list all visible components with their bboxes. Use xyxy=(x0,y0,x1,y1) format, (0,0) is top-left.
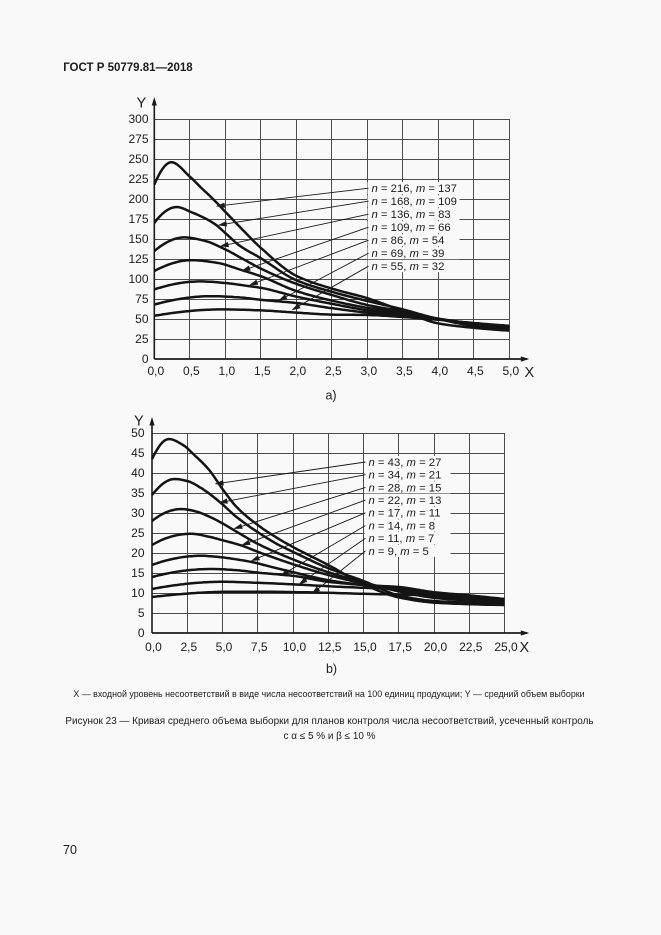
svg-text:22,5: 22,5 xyxy=(459,640,483,654)
svg-text:100: 100 xyxy=(128,272,148,286)
svg-text:200: 200 xyxy=(128,192,148,206)
svg-text:с α ≤ 5 % и β ≤ 10 %: с α ≤ 5 % и β ≤ 10 % xyxy=(284,731,376,742)
svg-text:4,5: 4,5 xyxy=(467,364,484,378)
svg-text:Y: Y xyxy=(137,96,147,112)
svg-text:1,5: 1,5 xyxy=(254,364,271,378)
svg-text:225: 225 xyxy=(128,172,148,186)
svg-text:35: 35 xyxy=(131,486,145,500)
svg-text:X: X xyxy=(525,365,535,381)
svg-text:Y: Y xyxy=(134,414,144,430)
svg-text:150: 150 xyxy=(128,232,148,246)
svg-text:0: 0 xyxy=(142,352,149,366)
svg-text:b): b) xyxy=(326,662,337,676)
svg-text:a): a) xyxy=(325,389,336,403)
svg-text:275: 275 xyxy=(128,132,148,146)
svg-text:n = 11, m = 7: n = 11, m = 7 xyxy=(369,533,435,545)
svg-text:125: 125 xyxy=(128,252,148,266)
svg-text:X — входной уровень несоответс: X — входной уровень несоответствий в вид… xyxy=(73,689,584,699)
svg-text:20: 20 xyxy=(131,546,145,560)
svg-text:n = 216, m = 137: n = 216, m = 137 xyxy=(372,183,457,195)
svg-text:25: 25 xyxy=(131,526,145,540)
svg-text:5: 5 xyxy=(138,606,145,620)
svg-text:2,0: 2,0 xyxy=(289,364,306,378)
svg-text:n = 14, m = 8: n = 14, m = 8 xyxy=(369,520,436,532)
svg-text:2,5: 2,5 xyxy=(180,640,197,654)
svg-text:15: 15 xyxy=(131,566,145,580)
svg-text:50: 50 xyxy=(131,426,145,440)
svg-text:3,5: 3,5 xyxy=(396,364,413,378)
svg-text:25,0: 25,0 xyxy=(494,640,518,654)
svg-text:2,5: 2,5 xyxy=(325,364,342,378)
svg-text:30: 30 xyxy=(131,506,145,520)
svg-text:10: 10 xyxy=(131,586,145,600)
svg-text:0: 0 xyxy=(138,626,145,640)
svg-text:1,0: 1,0 xyxy=(218,364,235,378)
svg-text:n = 9, m = 5: n = 9, m = 5 xyxy=(369,546,429,558)
svg-text:n = 17, m = 11: n = 17, m = 11 xyxy=(369,508,441,520)
svg-text:3,0: 3,0 xyxy=(360,364,377,378)
svg-text:n = 136, m = 83: n = 136, m = 83 xyxy=(372,209,451,221)
svg-text:17,5: 17,5 xyxy=(389,640,413,654)
svg-text:n = 55, m = 32: n = 55, m = 32 xyxy=(372,261,445,273)
svg-text:n = 168, m = 109: n = 168, m = 109 xyxy=(372,196,457,208)
svg-text:50: 50 xyxy=(135,312,149,326)
svg-text:5,0: 5,0 xyxy=(502,364,519,378)
svg-text:20,0: 20,0 xyxy=(424,640,448,654)
svg-text:25: 25 xyxy=(135,332,149,346)
svg-text:45: 45 xyxy=(131,446,145,460)
svg-text:n = 86, m = 54: n = 86, m = 54 xyxy=(372,235,445,247)
svg-text:250: 250 xyxy=(128,152,148,166)
svg-text:n = 43, m = 27: n = 43, m = 27 xyxy=(369,457,442,469)
svg-text:n = 28, m = 15: n = 28, m = 15 xyxy=(369,482,442,494)
svg-text:70: 70 xyxy=(63,843,77,857)
svg-text:ГОСТ Р 50779.81—2018: ГОСТ Р 50779.81—2018 xyxy=(63,62,193,74)
svg-text:n = 109, m = 66: n = 109, m = 66 xyxy=(372,222,451,234)
svg-text:175: 175 xyxy=(128,212,148,226)
svg-text:15,0: 15,0 xyxy=(353,640,377,654)
svg-text:0,0: 0,0 xyxy=(145,640,162,654)
svg-text:300: 300 xyxy=(128,112,148,126)
svg-text:5,0: 5,0 xyxy=(216,640,233,654)
svg-text:4,0: 4,0 xyxy=(431,364,448,378)
svg-text:n = 34, m = 21: n = 34, m = 21 xyxy=(369,470,442,482)
svg-text:X: X xyxy=(520,640,530,656)
svg-text:n = 22, m = 13: n = 22, m = 13 xyxy=(369,495,442,507)
svg-text:12,5: 12,5 xyxy=(318,640,342,654)
svg-text:Рисунок 23 — Кривая среднего о: Рисунок 23 — Кривая среднего объема выбо… xyxy=(65,716,593,727)
svg-text:7,5: 7,5 xyxy=(251,640,268,654)
svg-text:0,5: 0,5 xyxy=(183,364,200,378)
svg-text:75: 75 xyxy=(135,292,149,306)
svg-text:n = 69, m = 39: n = 69, m = 39 xyxy=(372,248,445,260)
svg-text:0,0: 0,0 xyxy=(147,364,164,378)
svg-text:40: 40 xyxy=(131,466,145,480)
svg-text:10,0: 10,0 xyxy=(283,640,307,654)
